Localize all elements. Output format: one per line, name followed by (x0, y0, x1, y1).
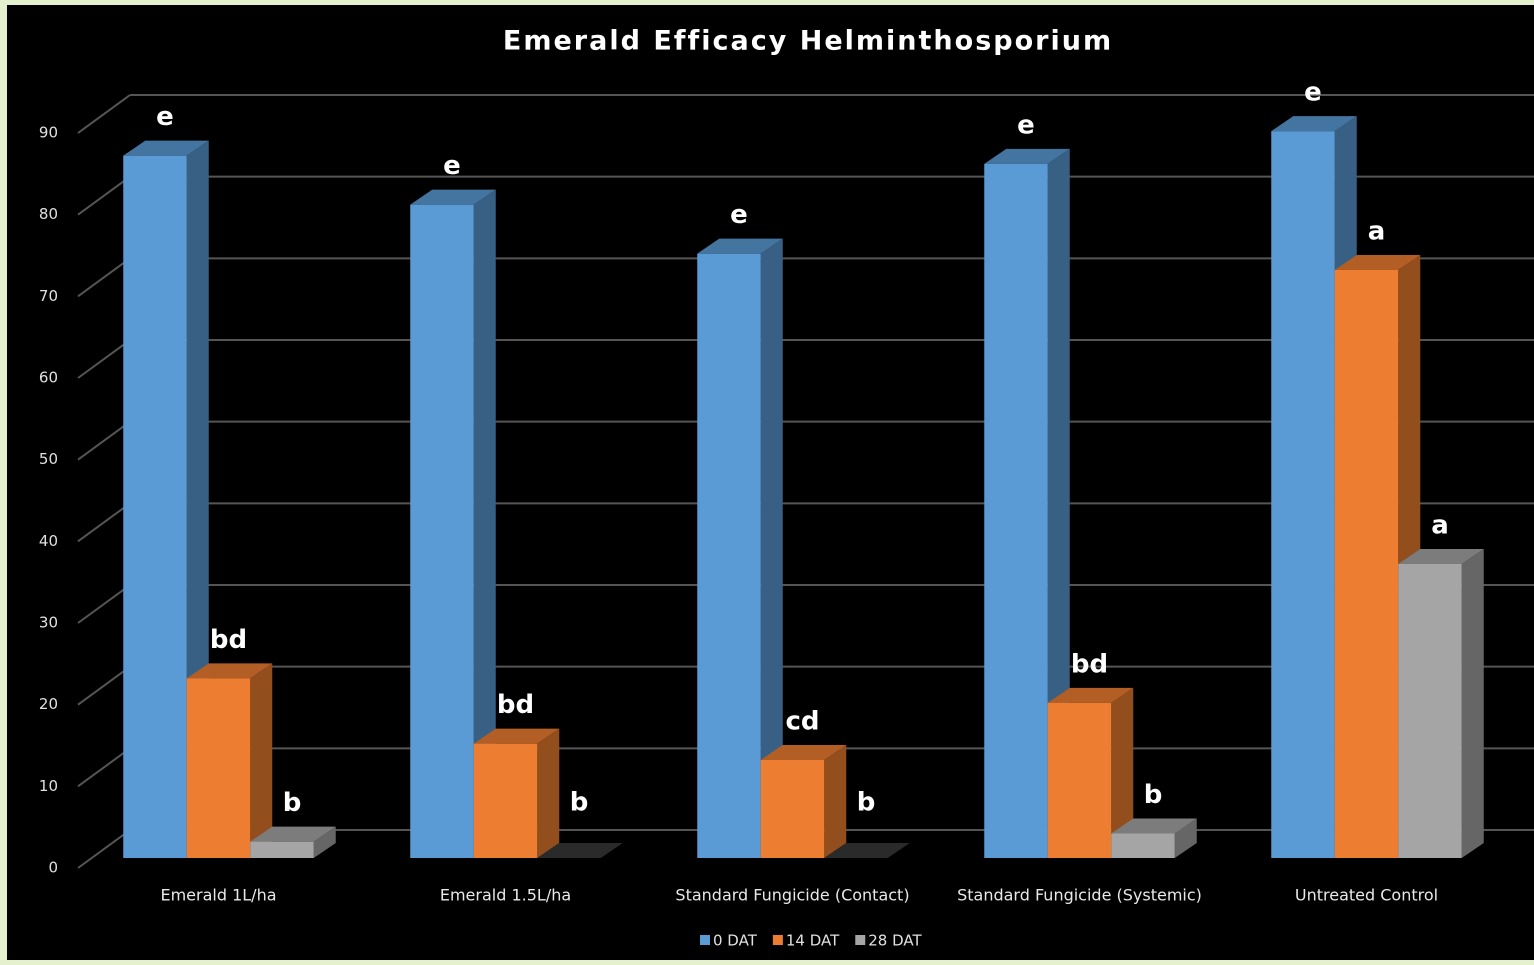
bar-top (1047, 687, 1134, 703)
grid-line (77, 420, 131, 461)
bar (760, 760, 825, 858)
y-tick-label: 70 (39, 287, 58, 305)
bar-side (1461, 549, 1484, 858)
grid-line (77, 502, 131, 543)
bar-side (537, 728, 560, 858)
bar-side (473, 189, 496, 858)
data-label: e (1017, 110, 1035, 140)
bar-top (697, 238, 783, 254)
x-tick-label: Emerald 1L/ha (160, 886, 276, 905)
bar (1398, 564, 1462, 858)
bar (697, 253, 761, 858)
data-label: e (156, 102, 174, 132)
data-label: a (1431, 511, 1449, 541)
bar-top (1111, 818, 1197, 834)
bar-side (824, 745, 847, 858)
data-label: a (1368, 217, 1386, 247)
x-tick-label: Standard Fungicide (Systemic) (957, 886, 1202, 905)
bar (410, 204, 474, 858)
data-label: b (570, 788, 589, 818)
chart-title: Emerald Efficacy Helminthosporium (503, 26, 1113, 57)
data-label: b (1144, 780, 1163, 810)
grid-line (77, 747, 131, 788)
bar-top (1398, 549, 1484, 564)
y-tick-label: 90 (39, 124, 58, 142)
bar (984, 163, 1048, 859)
bar-side (250, 663, 273, 858)
legend-label: 14 DAT (786, 932, 840, 950)
data-label: e (443, 151, 461, 181)
bar (1047, 702, 1112, 858)
x-tick-label: Emerald 1.5L/ha (440, 886, 571, 905)
bar-side (1174, 818, 1197, 858)
bar (250, 841, 314, 858)
y-tick-label: 20 (39, 695, 58, 713)
y-tick-label: 80 (39, 205, 58, 223)
x-tick-label: Standard Fungicide (Contact) (675, 886, 909, 905)
legend-label: 0 DAT (713, 932, 758, 950)
data-label: e (730, 200, 748, 230)
grid-line (77, 829, 131, 869)
y-tick-label: 50 (39, 450, 58, 468)
grid-line (77, 339, 131, 379)
y-tick-label: 40 (39, 532, 58, 550)
bar-top (410, 189, 496, 205)
x-tick-label: Untreated Control (1295, 886, 1438, 905)
bar (186, 678, 251, 858)
legend-swatch (855, 935, 866, 945)
bar-top (984, 148, 1070, 164)
bar (1111, 833, 1175, 858)
data-label: bd (497, 690, 534, 720)
data-label: bd (210, 625, 247, 655)
bar-top (537, 843, 623, 858)
y-tick-label: 30 (39, 614, 58, 632)
bar-top (760, 745, 847, 760)
bar (1271, 131, 1335, 858)
legend-swatch (700, 935, 710, 945)
grid-line (77, 665, 131, 706)
bar-top (123, 140, 209, 156)
bar-top (1271, 116, 1357, 132)
bar-top (1334, 255, 1421, 270)
bar-side (313, 826, 336, 858)
grid-line (77, 584, 131, 624)
y-tick-label: 0 (48, 859, 58, 877)
bar-side (1111, 687, 1134, 858)
bar-side (760, 238, 783, 858)
data-label: bd (1071, 649, 1108, 679)
y-tick-label: 10 (39, 777, 58, 795)
bar (123, 155, 187, 858)
grid-line (77, 94, 131, 134)
legend-label: 28 DAT (868, 932, 922, 950)
data-label: b (857, 788, 876, 818)
data-label: cd (785, 707, 819, 737)
data-label: e (1304, 78, 1322, 108)
bar (1334, 270, 1399, 858)
grid-line (77, 175, 131, 216)
bar-top (186, 663, 273, 679)
bar-top (473, 728, 560, 744)
grid-line (77, 257, 131, 298)
legend-swatch (772, 935, 783, 945)
bar-top (824, 843, 910, 858)
bar-top (250, 826, 336, 842)
bar (473, 743, 538, 858)
bar-side (1047, 148, 1070, 859)
y-tick-label: 60 (39, 369, 58, 387)
data-label: b (283, 788, 302, 818)
